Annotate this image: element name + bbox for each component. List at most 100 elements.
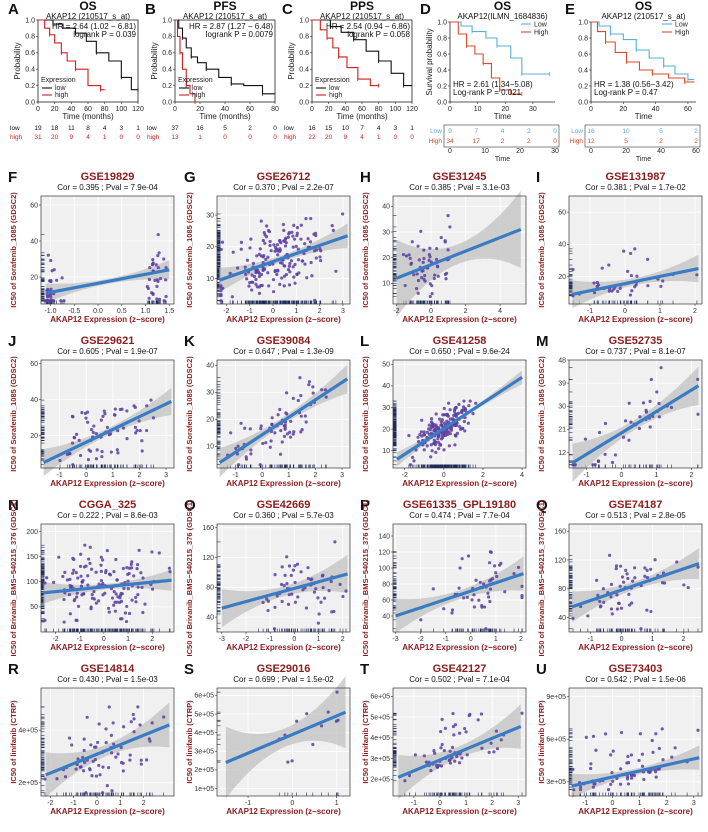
- data-point: [115, 600, 119, 604]
- data-point: [408, 256, 412, 260]
- data-point: [448, 408, 452, 412]
- y-axis-label: Probability: [13, 42, 22, 79]
- data-point: [571, 268, 575, 272]
- data-point: [59, 299, 63, 303]
- x-tick-label: 2: [150, 636, 154, 643]
- data-point: [264, 441, 268, 445]
- data-point: [104, 727, 108, 731]
- data-point: [461, 426, 465, 430]
- data-point: [70, 441, 75, 445]
- data-point: [50, 299, 54, 303]
- y-tick-label: 40: [206, 363, 214, 370]
- data-point: [403, 283, 407, 288]
- plot-frame: [392, 359, 527, 469]
- data-point: [285, 391, 289, 395]
- data-point: [467, 404, 471, 408]
- data-point: [293, 600, 298, 604]
- data-point: [330, 610, 334, 614]
- data-point: [335, 690, 339, 694]
- x-tick-label: 0: [610, 800, 614, 807]
- data-point: [430, 292, 434, 296]
- y-tick-label: 50: [30, 604, 38, 611]
- legend-label: low: [55, 85, 66, 92]
- data-point: [247, 284, 251, 288]
- data-point: [249, 452, 253, 456]
- x-tick-label: 20: [501, 106, 509, 113]
- data-point: [116, 451, 120, 455]
- y-tick-label: 1.0: [25, 17, 35, 24]
- data-point: [323, 388, 328, 392]
- data-point: [619, 730, 624, 735]
- y-tick-label: 40: [30, 397, 38, 404]
- panel-label: I: [536, 169, 540, 186]
- data-point: [132, 730, 136, 734]
- data-point: [437, 446, 441, 451]
- data-point: [280, 276, 284, 280]
- data-point: [311, 742, 315, 747]
- data-point: [484, 627, 488, 631]
- data-point: [631, 579, 635, 583]
- risk-count: 1: [410, 125, 414, 132]
- data-point: [444, 277, 448, 281]
- data-point: [452, 733, 456, 737]
- data-point: [164, 294, 168, 299]
- y-tick-label: 60: [558, 209, 566, 216]
- pval-value: 7.1e-04: [483, 675, 511, 684]
- data-point: [279, 582, 284, 587]
- data-point: [96, 740, 100, 745]
- pval-prefix: ; Pval =: [627, 347, 658, 356]
- pval-value: 1.5e-06: [659, 675, 687, 684]
- data-point: [472, 593, 476, 597]
- x-axis-label: AKAP12 Expression (z−score): [578, 807, 693, 816]
- data-point: [285, 412, 289, 416]
- data-point: [282, 228, 286, 233]
- data-point: [413, 753, 417, 757]
- risk-count: 34: [446, 138, 454, 145]
- risk-count: 13: [171, 134, 179, 141]
- data-point: [94, 570, 98, 574]
- cor-prefix: Cor =: [57, 347, 79, 356]
- dataset-title: GSE42669: [257, 499, 311, 511]
- data-point: [270, 422, 274, 426]
- y-tick-label: 0.4: [25, 67, 35, 74]
- data-point: [448, 749, 452, 753]
- data-point: [287, 593, 291, 597]
- data-point: [155, 284, 159, 288]
- data-point: [320, 388, 324, 392]
- data-point: [148, 739, 152, 743]
- data-point: [422, 430, 426, 434]
- data-point: [463, 409, 467, 413]
- data-point: [306, 576, 310, 581]
- y-tick-label: 0.0: [25, 99, 35, 106]
- data-point: [167, 566, 172, 570]
- data-point: [138, 723, 142, 727]
- data-point: [614, 564, 619, 568]
- x-axis-label: AKAP12 Expression (z−score): [578, 479, 693, 488]
- data-point: [416, 278, 421, 283]
- data-point: [415, 272, 419, 276]
- y-tick-label: 9e+05: [546, 694, 566, 701]
- data-point: [447, 758, 451, 763]
- risk-count: 31: [34, 134, 42, 141]
- data-point: [285, 581, 289, 586]
- km-curve-high: [175, 19, 196, 102]
- pval-prefix: ; Pval =: [99, 675, 130, 684]
- data-point: [595, 578, 599, 582]
- data-point: [615, 607, 620, 611]
- data-point: [280, 565, 284, 569]
- data-point: [284, 236, 288, 240]
- risk-count: 0: [273, 134, 277, 141]
- data-point: [135, 563, 140, 567]
- x-tick-label: -2: [402, 472, 408, 479]
- cor-prefix: Cor =: [585, 347, 607, 356]
- data-point: [637, 758, 641, 763]
- data-point: [67, 452, 72, 456]
- data-point: [125, 437, 129, 441]
- data-point: [261, 441, 265, 446]
- data-point: [296, 247, 300, 251]
- data-point: [92, 589, 96, 594]
- data-point: [324, 395, 328, 399]
- data-point: [416, 440, 421, 444]
